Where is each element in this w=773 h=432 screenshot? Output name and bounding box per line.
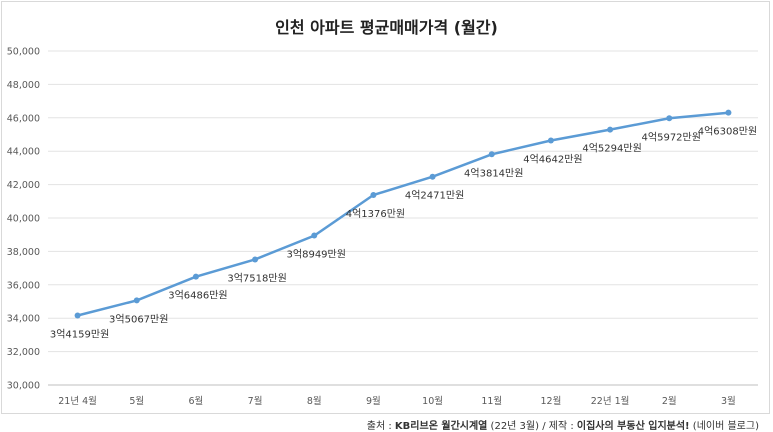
x-axis-ticks: 21년 4월 5월 6월 7월 8월 9월 10월 11월 12월 22년 1월 2월 3월 <box>58 395 736 407</box>
y-tick-label: 38,000 <box>7 247 40 258</box>
x-tick-label: 8월 <box>307 395 322 407</box>
data-label: 3억5067만원 <box>109 313 168 325</box>
source-caption: 출처 : KB리브온 월간시계열 (22년 3월) / 제작 : 이집사의 부동… <box>367 417 759 432</box>
data-label: 3억6486만원 <box>168 290 227 302</box>
data-label: 4억6308만원 <box>698 126 757 138</box>
source-suffix: (네이버 블로그) <box>689 421 759 432</box>
y-axis-ticks: 30,000 32,000 34,000 36,000 38,000 40,000 42,0… <box>7 47 40 392</box>
x-tick-label: 2월 <box>662 395 677 407</box>
data-point <box>429 173 436 180</box>
y-tick-label: 42,000 <box>7 180 40 191</box>
data-label: 4억3814만원 <box>464 167 523 179</box>
data-label: 4억2471만원 <box>405 190 464 202</box>
source-prefix: 출처 : <box>366 421 395 432</box>
source-date: (22년 3월) / 제작 : <box>487 421 577 432</box>
y-tick-label: 50,000 <box>7 47 40 58</box>
data-label: 4억5972만원 <box>642 131 701 143</box>
y-tick-label: 40,000 <box>7 214 40 225</box>
x-tick-label: 12월 <box>540 395 561 407</box>
data-points <box>74 109 732 319</box>
y-tick-label: 30,000 <box>7 381 40 392</box>
data-point <box>488 151 495 158</box>
series-line <box>77 111 729 317</box>
source-author: 이집사의 부동산 입지분석! <box>576 421 690 432</box>
data-point <box>192 273 199 280</box>
x-tick-label: 6월 <box>189 395 204 407</box>
chart-title: 인천 아파트 평균매매가격 (월간) <box>275 18 498 37</box>
source-org: KB리브온 월간시계열 <box>394 421 488 432</box>
data-point <box>547 137 554 144</box>
y-tick-label: 34,000 <box>7 314 40 325</box>
y-tick-label: 44,000 <box>7 147 40 158</box>
x-tick-label: 21년 4월 <box>58 395 97 407</box>
x-tick-label: 9월 <box>366 395 381 407</box>
data-label: 4억5294만원 <box>582 143 641 155</box>
y-tick-label: 48,000 <box>7 80 40 91</box>
x-tick-label: 5월 <box>129 395 144 407</box>
x-tick-label: 22년 1월 <box>591 395 630 407</box>
x-tick-label: 10월 <box>422 395 443 407</box>
data-point <box>725 109 732 116</box>
y-tick-label: 36,000 <box>7 280 40 291</box>
data-point <box>311 232 318 239</box>
data-point <box>252 256 259 263</box>
data-label: 3억8949만원 <box>287 249 346 261</box>
data-point <box>666 115 673 122</box>
x-tick-label: 7월 <box>248 395 263 407</box>
data-label: 3억4159만원 <box>50 329 109 341</box>
data-point <box>74 312 81 319</box>
data-label: 4억1376만원 <box>346 208 405 220</box>
data-label: 4억4642만원 <box>523 153 582 165</box>
y-tick-label: 46,000 <box>7 113 40 124</box>
data-label: 3억7518만원 <box>227 272 286 284</box>
chart-frame <box>1 1 770 414</box>
data-labels: 3억4159만원3억5067만원3억6486만원3억7518만원3억8949만원… <box>50 126 757 341</box>
data-point <box>133 297 140 304</box>
y-tick-label: 32,000 <box>7 347 40 358</box>
gridlines <box>48 50 758 386</box>
data-point <box>370 192 377 199</box>
data-point <box>607 126 614 133</box>
x-tick-label: 3월 <box>721 395 736 407</box>
x-tick-label: 11월 <box>481 395 502 407</box>
